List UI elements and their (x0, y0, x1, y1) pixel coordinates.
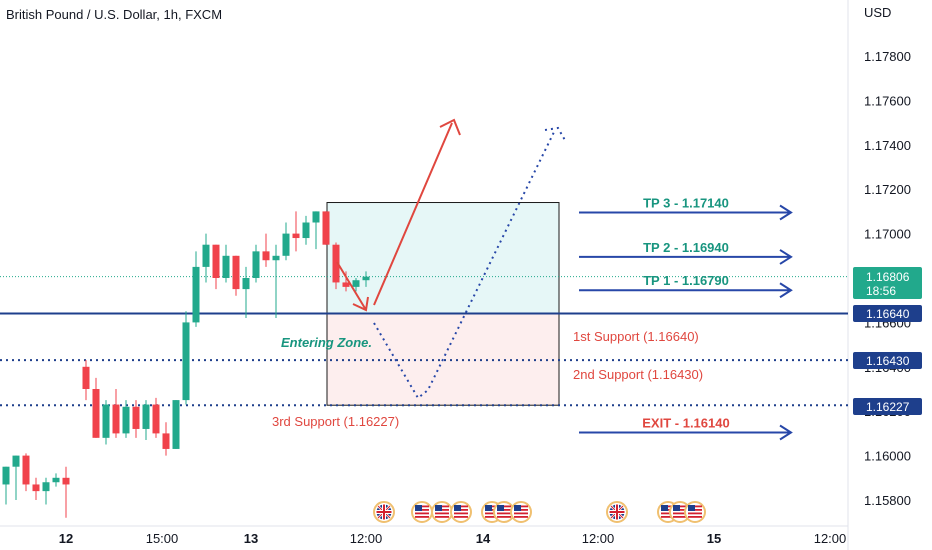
candle-body[interactable] (112, 404, 120, 434)
y-tick-label: 1.16000 (864, 449, 911, 464)
y-tick-label: 1.15800 (864, 493, 911, 508)
candle-body[interactable] (92, 389, 100, 438)
position-box-border (326, 202, 560, 406)
projection-arrow-solid[interactable] (336, 118, 461, 312)
candle-body[interactable] (12, 455, 20, 467)
tp2-label: TP 2 - 1.16940 (643, 240, 729, 255)
exit-label: EXIT - 1.16140 (642, 416, 729, 431)
x-tick-label: 12 (59, 531, 73, 546)
support-3-label: 3rd Support (1.16227) (272, 414, 399, 429)
candle-body[interactable] (152, 404, 160, 434)
economic-events (373, 501, 706, 523)
candle-body[interactable] (312, 211, 320, 223)
candle-body[interactable] (242, 278, 250, 290)
x-tick-label: 15 (707, 531, 721, 546)
tp1-label: TP 1 - 1.16790 (643, 273, 729, 288)
candle-body[interactable] (132, 406, 140, 429)
candle-body[interactable] (182, 322, 190, 401)
x-tick-label: 12:00 (814, 531, 847, 546)
support-3-price-badge: 1.16227 (853, 398, 922, 415)
tp3-arrow[interactable] (579, 204, 793, 221)
current-price-badge: 1.16806 18:56 (853, 267, 922, 299)
candle-body[interactable] (252, 251, 260, 278)
uk-event-flag-icon[interactable] (606, 501, 628, 523)
candle-body[interactable] (122, 406, 130, 434)
candles-group (2, 211, 370, 518)
y-tick-label: 1.17000 (864, 227, 911, 242)
candle-body[interactable] (192, 266, 200, 323)
entering-zone-label: Entering Zone. (281, 335, 372, 350)
current-price-badge-timer: 18:56 (866, 284, 896, 298)
x-tick-label: 12:00 (582, 531, 615, 546)
x-tick-label: 15:00 (146, 531, 179, 546)
candle-body[interactable] (222, 255, 230, 278)
time-axis[interactable]: 12 15:00 13 12:00 14 12:00 15 12:00 (59, 531, 847, 546)
entry-price-badge: 1.16640 (853, 305, 922, 322)
candle-body[interactable] (172, 400, 180, 449)
candle-body[interactable] (2, 466, 10, 485)
us-event-flag-icon[interactable] (431, 501, 453, 523)
chart-title: British Pound / U.S. Dollar, 1h, FXCM (6, 7, 222, 22)
x-tick-label: 12:00 (350, 531, 383, 546)
candle-body[interactable] (212, 244, 220, 278)
candle-body[interactable] (232, 255, 240, 290)
target-arrows: TP 3 - 1.17140 TP 2 - 1.16940 TP 1 - 1.167… (579, 196, 793, 441)
y-tick-label: 1.17800 (864, 49, 911, 64)
candle-body[interactable] (32, 484, 40, 492)
y-tick-label: 1.17600 (864, 93, 911, 108)
tp3-label: TP 3 - 1.17140 (643, 196, 729, 211)
support-2-price-badge-value: 1.16430 (866, 354, 910, 368)
support-1-label: 1st Support (1.16640) (573, 329, 699, 344)
y-tick-label: 1.17200 (864, 182, 911, 197)
candle-body[interactable] (352, 280, 360, 287)
tp2-arrow[interactable] (579, 249, 793, 265)
candle-body[interactable] (362, 276, 370, 281)
candle-body[interactable] (102, 404, 110, 438)
us-event-flag-icon[interactable] (669, 501, 691, 523)
candle-body[interactable] (282, 233, 290, 256)
current-price-badge-value: 1.16806 (866, 270, 910, 284)
candle-body[interactable] (42, 482, 50, 492)
candle-body[interactable] (52, 477, 60, 483)
candle-body[interactable] (62, 477, 70, 485)
candle-body[interactable] (262, 251, 270, 261)
support-2-price-badge: 1.16430 (853, 352, 922, 369)
position-profit-zone[interactable] (327, 202, 559, 314)
candle-body[interactable] (272, 255, 280, 261)
candle-body[interactable] (322, 211, 330, 245)
x-tick-label: 14 (476, 531, 491, 546)
uk-event-flag-icon[interactable] (373, 501, 395, 523)
us-event-flag-icon[interactable] (450, 501, 472, 523)
us-event-flag-icon[interactable] (510, 501, 532, 523)
candle-body[interactable] (162, 433, 170, 449)
candle-body[interactable] (302, 222, 310, 239)
candle-body[interactable] (142, 404, 150, 429)
x-tick-label: 13 (244, 531, 258, 546)
candle-body[interactable] (22, 455, 30, 485)
price-axis-unit: USD (864, 5, 891, 20)
support-3-price-badge-value: 1.16227 (866, 400, 910, 414)
candle-body[interactable] (82, 366, 90, 389)
y-tick-label: 1.17400 (864, 138, 911, 153)
candle-body[interactable] (202, 244, 210, 267)
tp1-arrow[interactable] (579, 282, 793, 299)
candle-body[interactable] (292, 233, 300, 239)
candle-body[interactable] (342, 282, 350, 287)
entry-price-badge-value: 1.16640 (866, 307, 910, 321)
candle-body[interactable] (332, 244, 340, 283)
projection-arrow-dotted[interactable] (373, 126, 567, 400)
support-2-label: 2nd Support (1.16430) (573, 367, 703, 382)
us-event-flag-icon[interactable] (411, 501, 433, 523)
us-event-flag-icon[interactable] (684, 501, 706, 523)
exit-arrow[interactable] (579, 424, 793, 441)
